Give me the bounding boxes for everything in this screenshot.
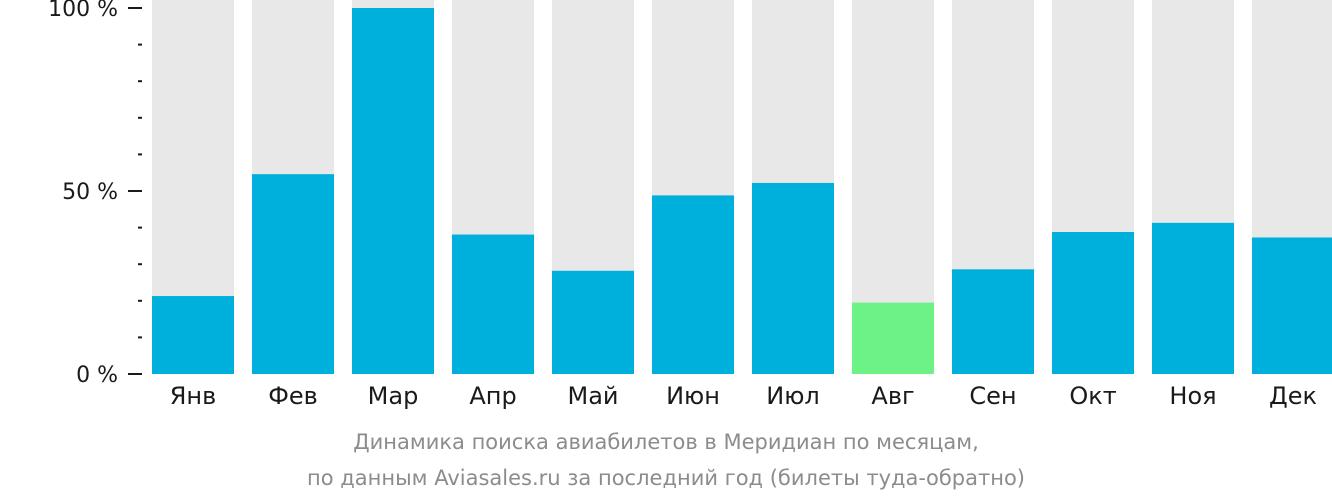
bar-9 bbox=[1052, 231, 1134, 374]
bar-4 bbox=[552, 270, 634, 374]
x-tick-label: Июн bbox=[666, 382, 720, 410]
bars bbox=[152, 8, 1332, 374]
bar-5 bbox=[652, 195, 734, 374]
bar-2 bbox=[352, 8, 434, 374]
bar-8 bbox=[952, 269, 1034, 374]
x-axis-labels: Янв Фев Мар Апр Май Июн Июл Авг Сен Окт Ноя Дек bbox=[170, 382, 1317, 410]
bar-chart: 0 % 50 % 100 % Янв Фев Мар Апр Май Июн Июл Авг Сен… bbox=[48, 0, 1332, 410]
bar-11 bbox=[1252, 237, 1332, 374]
x-tick-label: Сен bbox=[969, 382, 1016, 410]
bar-3 bbox=[452, 234, 534, 374]
x-tick-label: Июл bbox=[766, 382, 820, 410]
y-axis: 0 % 50 % 100 % bbox=[48, 0, 142, 388]
x-tick-label: Мар bbox=[368, 382, 419, 410]
bar-0 bbox=[152, 296, 234, 374]
x-tick-label: Май bbox=[567, 382, 618, 410]
x-tick-label: Дек bbox=[1269, 382, 1317, 410]
y-tick-label: 50 % bbox=[62, 180, 118, 205]
x-tick-label: Окт bbox=[1069, 382, 1116, 410]
caption-line-2: по данным Aviasales.ru за последний год … bbox=[307, 466, 1025, 490]
bar-7 bbox=[852, 302, 934, 374]
x-tick-label: Ноя bbox=[1169, 382, 1216, 410]
x-tick-label: Авг bbox=[871, 382, 914, 410]
x-tick-label: Фев bbox=[268, 382, 318, 410]
x-tick-label: Янв bbox=[170, 382, 217, 410]
caption-line-1: Динамика поиска авиабилетов в Меридиан п… bbox=[353, 430, 979, 454]
x-tick-label: Апр bbox=[469, 382, 516, 410]
y-tick-label: 0 % bbox=[76, 363, 118, 388]
y-tick-label: 100 % bbox=[48, 0, 118, 22]
bar-6 bbox=[752, 182, 834, 374]
bar-10 bbox=[1152, 222, 1234, 374]
bar-1 bbox=[252, 174, 334, 374]
